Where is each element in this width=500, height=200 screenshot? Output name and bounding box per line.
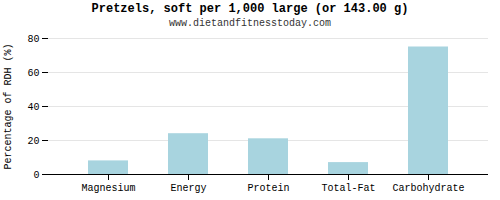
svg-text:40: 40 <box>27 102 39 113</box>
svg-text:Total-Fat: Total-Fat <box>321 183 375 194</box>
svg-text:Magnesium: Magnesium <box>81 183 135 194</box>
svg-text:Protein: Protein <box>247 183 289 194</box>
svg-text:Carbohydrate: Carbohydrate <box>392 183 464 194</box>
svg-text:20: 20 <box>27 136 39 147</box>
html-text:www.dietandfitnesstoday.com: www.dietandfitnesstoday.com <box>169 18 331 29</box>
svg-text:0: 0 <box>33 170 39 181</box>
svg-text:80: 80 <box>27 34 39 45</box>
svg-text:Percentage of RDH (%): Percentage of RDH (%) <box>3 43 14 169</box>
html-text:Pretzels, soft per 1,000 large: Pretzels, soft per 1,000 large (or 143.0… <box>91 2 409 16</box>
svg-text:60: 60 <box>27 68 39 79</box>
svg-text:Energy: Energy <box>170 183 206 194</box>
